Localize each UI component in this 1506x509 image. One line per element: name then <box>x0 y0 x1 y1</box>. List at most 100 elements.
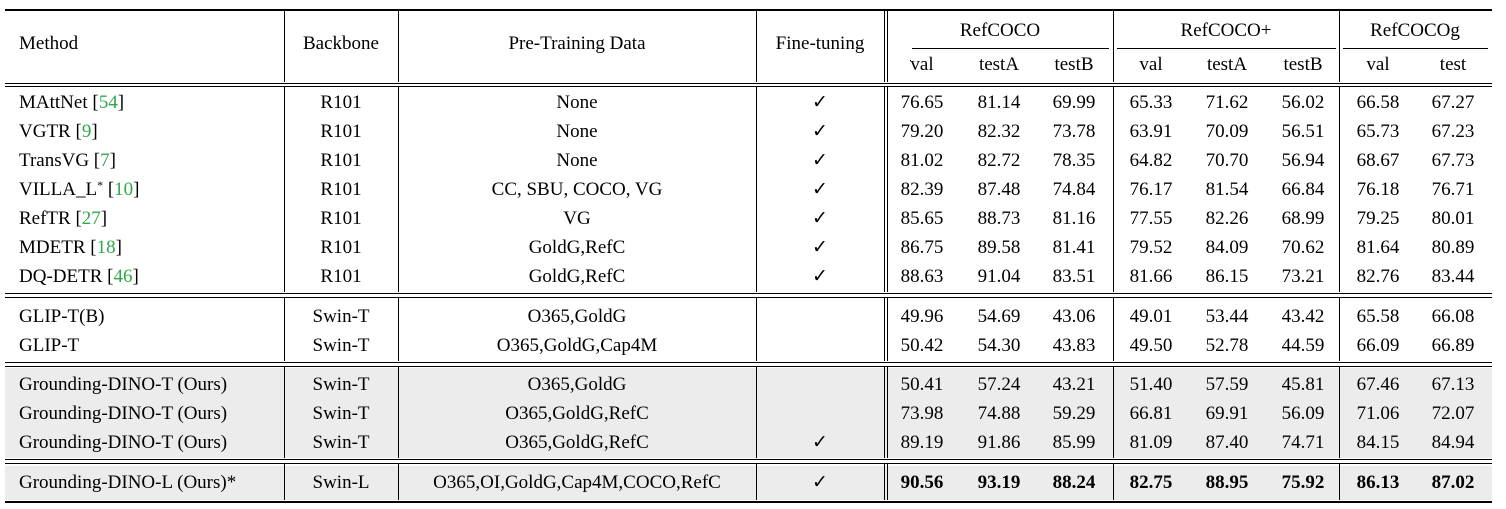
score-cell: 81.66 <box>1129 266 1173 287</box>
score-cell: 66.84 <box>1281 179 1325 200</box>
column-divider <box>887 87 888 292</box>
pretraining-data-cell: None <box>556 150 598 171</box>
column-divider <box>284 298 285 361</box>
header-subcol: val <box>910 54 934 75</box>
method-name: Grounding-DINO-L (Ours)* <box>19 472 236 494</box>
header-pretraining-data: Pre-Training Data <box>508 33 646 54</box>
column-divider <box>284 87 285 292</box>
column-divider <box>1339 298 1340 361</box>
method-name: MDETR [18] <box>19 237 122 258</box>
column-divider <box>756 464 757 500</box>
pretraining-data-cell: O365,GoldG,RefC <box>505 403 649 424</box>
score-cell: 65.58 <box>1356 306 1400 327</box>
column-divider <box>756 298 757 361</box>
score-cell: 79.20 <box>900 121 944 142</box>
rule-line <box>5 459 1492 460</box>
finetuning-check: ✓ <box>812 237 828 258</box>
score-cell: 50.41 <box>900 374 944 395</box>
column-divider <box>756 367 757 458</box>
column-divider <box>887 367 888 458</box>
citation-link[interactable]: 27 <box>81 208 101 229</box>
column-divider <box>756 11 757 82</box>
backbone-cell: R101 <box>320 121 362 142</box>
column-divider <box>884 367 885 458</box>
backbone-cell: Swin-T <box>312 335 370 356</box>
header-method: Method <box>19 33 79 54</box>
finetuning-check: ✓ <box>812 266 828 287</box>
column-divider <box>1339 11 1340 82</box>
score-cell: 65.73 <box>1356 121 1400 142</box>
column-divider <box>1339 367 1340 458</box>
finetuning-check: ✓ <box>812 208 828 229</box>
citation-link[interactable]: 46 <box>113 266 133 287</box>
citation-link[interactable]: 10 <box>114 179 134 200</box>
score-cell: 82.26 <box>1205 208 1249 229</box>
column-divider <box>398 367 399 458</box>
column-divider <box>884 87 885 292</box>
method-label: Grounding-DINO-T (Ours) <box>19 432 228 453</box>
finetuning-check: ✓ <box>812 150 828 171</box>
column-divider <box>398 87 399 292</box>
column-divider <box>1113 464 1114 500</box>
score-cell: 81.41 <box>1052 237 1096 258</box>
column-divider <box>756 87 757 292</box>
pretraining-data-cell: VG <box>563 208 591 229</box>
score-cell: 77.55 <box>1129 208 1173 229</box>
score-cell: 43.06 <box>1052 306 1096 327</box>
score-cell: 80.01 <box>1431 208 1475 229</box>
score-cell: 68.99 <box>1281 208 1325 229</box>
score-cell: 51.40 <box>1129 374 1173 395</box>
method-label: Grounding-DINO-T (Ours) <box>19 403 228 424</box>
backbone-cell: Swin-T <box>312 403 370 424</box>
score-cell: 57.24 <box>977 374 1021 395</box>
score-cell: 65.33 <box>1129 92 1173 113</box>
score-cell: 85.65 <box>900 208 944 229</box>
score-cell: 70.09 <box>1205 121 1249 142</box>
column-divider <box>887 11 888 82</box>
method-label: DQ-DETR <box>19 266 108 287</box>
method-name: GLIP-T(B) <box>19 306 104 328</box>
citation-link[interactable]: 18 <box>96 237 116 258</box>
score-cell: 93.19 <box>977 472 1021 493</box>
header-group-0: RefCOCO <box>959 20 1041 41</box>
score-cell: 90.56 <box>900 472 944 493</box>
pretraining-data-cell: GoldG,RefC <box>528 266 626 287</box>
score-cell: 76.71 <box>1431 179 1475 200</box>
finetuning-check: ✓ <box>812 432 828 453</box>
header-group-1: RefCOCO+ <box>1180 20 1272 41</box>
pretraining-data-cell: CC, SBU, COCO, VG <box>491 179 663 200</box>
score-cell: 67.23 <box>1431 121 1475 142</box>
score-cell: 59.29 <box>1052 403 1096 424</box>
score-cell: 87.40 <box>1205 432 1249 453</box>
column-divider <box>398 11 399 82</box>
rule-line <box>5 501 1492 503</box>
method-label: Grounding-DINO-T (Ours) <box>19 374 228 395</box>
score-cell: 76.18 <box>1356 179 1400 200</box>
score-cell: 43.42 <box>1281 306 1325 327</box>
score-cell: 56.94 <box>1281 150 1325 171</box>
score-cell: 75.92 <box>1281 472 1325 493</box>
score-cell: 44.59 <box>1281 335 1325 356</box>
backbone-cell: R101 <box>320 92 362 113</box>
score-cell: 88.95 <box>1205 472 1249 493</box>
score-cell: 79.52 <box>1129 237 1173 258</box>
pretraining-data-cell: O365,OI,GoldG,Cap4M,COCO,RefC <box>433 472 721 493</box>
score-cell: 76.65 <box>900 92 944 113</box>
rule-line <box>5 83 1492 84</box>
score-cell: 84.15 <box>1356 432 1400 453</box>
backbone-cell: R101 <box>320 237 362 258</box>
score-cell: 73.98 <box>900 403 944 424</box>
score-cell: 67.46 <box>1356 374 1400 395</box>
score-cell: 66.81 <box>1129 403 1173 424</box>
column-divider <box>884 464 885 500</box>
column-divider <box>884 298 885 361</box>
score-cell: 85.99 <box>1052 432 1096 453</box>
header-subcol: val <box>1366 54 1390 75</box>
citation-link[interactable]: 7 <box>100 150 110 171</box>
citation-link[interactable]: 9 <box>81 121 92 142</box>
highlight-band <box>5 368 1492 458</box>
column-divider <box>284 11 285 82</box>
pretraining-data-cell: O365,GoldG <box>527 306 627 327</box>
backbone-cell: R101 <box>320 208 362 229</box>
citation-link[interactable]: 54 <box>98 92 118 113</box>
